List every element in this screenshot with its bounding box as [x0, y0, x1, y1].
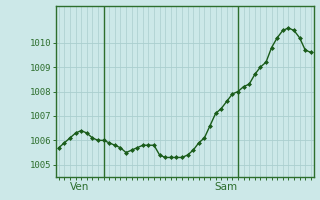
- Text: Ven: Ven: [70, 182, 90, 192]
- Text: Sam: Sam: [214, 182, 237, 192]
